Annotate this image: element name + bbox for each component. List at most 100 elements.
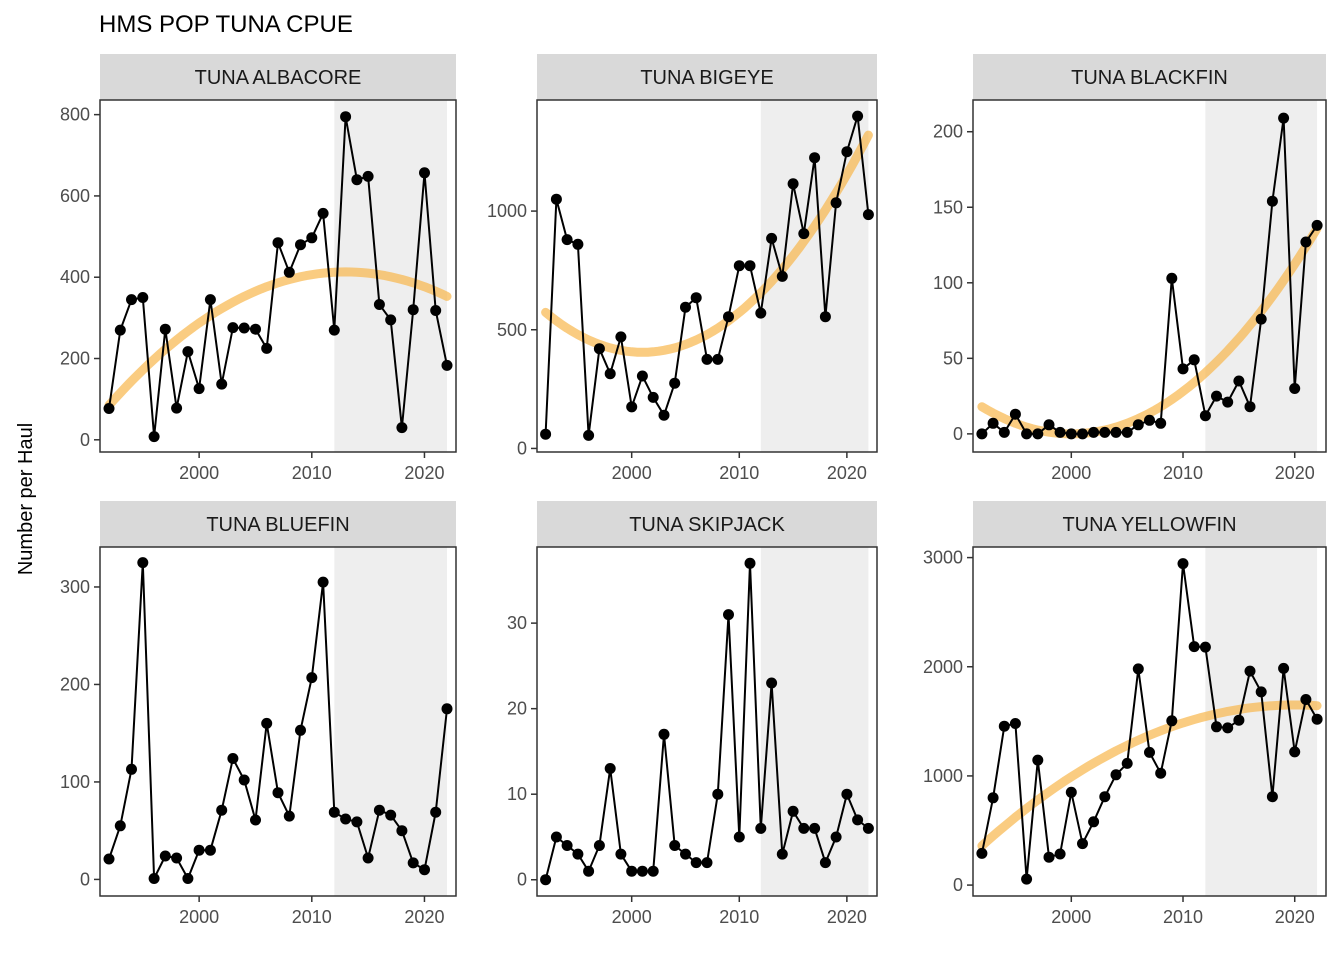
data-point [193,383,205,395]
data-point [615,848,627,860]
data-point [540,428,552,440]
data-point [317,576,329,588]
recent-period-shade [1205,547,1318,896]
data-point [1121,757,1133,769]
x-tick-label: 2010 [1163,907,1203,927]
data-point [1199,641,1211,653]
panel-border [99,546,457,897]
data-point [669,840,681,851]
data-point [1266,195,1278,207]
data-point [441,703,453,715]
data-point [1144,746,1155,758]
data-point [1065,428,1077,440]
data-point [340,111,352,123]
data-point [407,304,419,316]
data-point [787,178,799,190]
data-point [148,873,160,884]
data-point [1021,873,1033,885]
y-tick-label: 3000 [923,548,963,568]
data-point [441,359,453,371]
recent-period-shade [334,547,447,896]
data-point [1177,558,1189,570]
data-point [680,301,691,313]
y-tick-label: 0 [953,875,963,895]
panel-tuna-yellowfin: TUNA YELLOWFIN 2000 2010 2020 0 1000 2000 3000 [923,501,1327,927]
data-point [430,305,442,316]
data-point [658,409,670,421]
data-point [723,609,734,621]
data-point [261,342,273,354]
panel-border [972,546,1327,897]
data-point [351,816,363,828]
data-point [787,805,799,817]
data-point [317,207,329,219]
y-tick-label: 0 [953,424,963,444]
data-point [647,865,659,877]
data-point [1032,754,1044,766]
data-point [1009,408,1021,420]
data-point [798,822,810,834]
data-point [396,825,408,837]
y-tick-label: 0 [80,869,90,889]
panel-strip [100,54,456,100]
data-point [862,209,874,221]
data-point [103,853,115,865]
x-tick-label: 2000 [1051,463,1091,483]
panel-tuna-skipjack: TUNA SKIPJACK 2000 2010 2020 0 10 20 30 [507,501,878,927]
data-point [1077,838,1088,850]
data-point [1300,236,1312,248]
x-tick-label: 2010 [292,907,332,927]
data-point [1188,354,1200,366]
y-tick-label: 100 [933,273,963,293]
data-point [1132,419,1144,431]
data-point [396,422,408,434]
data-point [407,857,419,869]
data-point [852,110,864,122]
data-point [852,814,864,826]
data-point [540,874,552,886]
y-tick-label: 0 [80,430,90,450]
x-tick-label: 2000 [179,907,219,927]
data-point [1132,663,1144,675]
data-point [723,311,734,323]
data-point [766,677,778,689]
data-point [1065,786,1077,798]
x-tick-label: 2000 [612,907,652,927]
data-point [561,234,573,246]
data-point [1099,426,1111,438]
data-point [998,720,1010,732]
panel-strip [537,501,877,547]
x-tick-label: 2000 [612,463,652,483]
trend-line [104,267,452,410]
data-point [830,197,842,209]
data-point [1043,851,1055,863]
data-point [114,324,126,336]
data-point [1110,769,1122,781]
data-point [171,402,183,414]
y-tick-label: 200 [60,674,90,694]
data-point [1009,718,1021,729]
y-tick-label: 500 [497,320,527,340]
x-tick-label: 2010 [719,907,759,927]
data-point [647,391,659,403]
data-point [362,170,374,182]
data-point [987,792,999,804]
data-point [182,346,194,358]
data-point [583,429,595,441]
y-tick-label: 50 [943,348,963,368]
data-point [862,822,874,834]
data-point [137,557,149,569]
data-point [1211,390,1222,402]
data-point [1278,112,1290,124]
data-point [1255,313,1267,325]
y-tick-label: 2000 [923,657,963,677]
data-point [238,774,250,786]
panel-border [536,546,878,897]
data-point [306,672,318,684]
data-point [272,787,284,799]
data-point [819,311,831,323]
data-point [1088,816,1100,828]
data-point [572,238,584,250]
